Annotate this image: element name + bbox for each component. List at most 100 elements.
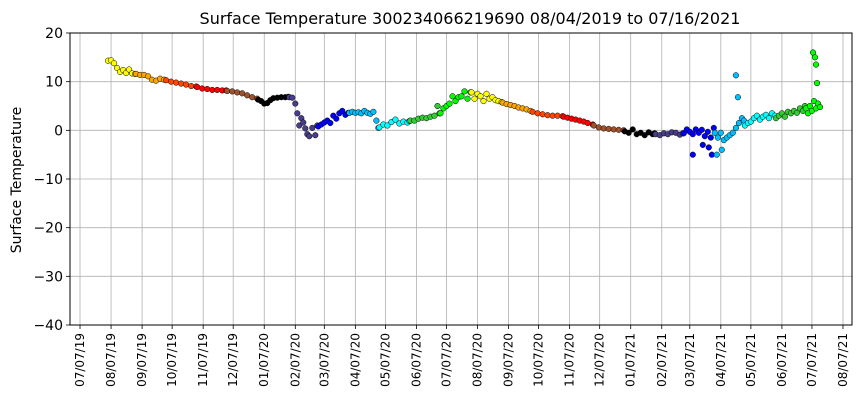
data-point <box>781 113 788 120</box>
data-point <box>289 94 296 101</box>
data-point <box>309 124 316 131</box>
x-tick-label: 01/07/21 <box>624 333 638 387</box>
data-point <box>446 100 453 107</box>
data-point <box>732 72 739 79</box>
data-point <box>713 151 720 158</box>
data-point <box>178 80 185 87</box>
data-point <box>610 126 617 133</box>
data-series <box>104 49 824 158</box>
data-point <box>689 151 696 158</box>
series-group <box>529 108 566 120</box>
x-tick-label: 08/07/19 <box>104 333 118 387</box>
data-point <box>183 81 190 88</box>
data-point <box>735 119 742 127</box>
data-point <box>173 79 180 86</box>
data-point <box>188 82 195 90</box>
series-group <box>163 77 200 90</box>
data-point <box>249 94 256 101</box>
y-tick-label: 10 <box>45 75 63 91</box>
data-point <box>605 125 612 132</box>
data-point <box>214 86 221 93</box>
data-point <box>734 94 741 101</box>
data-point <box>224 87 231 94</box>
data-point <box>584 119 591 127</box>
data-point <box>483 90 490 97</box>
series-group <box>286 94 321 140</box>
data-point <box>717 129 724 136</box>
x-tick-label: 09/07/19 <box>135 333 149 387</box>
data-point <box>306 133 313 140</box>
x-tick-label: 07/07/21 <box>805 333 819 387</box>
x-tick-label: 02/07/20 <box>288 333 302 387</box>
series-group <box>590 122 627 134</box>
x-tick-label: 04/07/21 <box>714 333 728 387</box>
series-group <box>652 129 686 139</box>
data-point <box>477 93 484 100</box>
y-tick-label: 0 <box>54 123 63 139</box>
data-point <box>229 88 236 95</box>
x-tick-label: 07/07/20 <box>439 333 453 387</box>
x-tick-label: 11/07/19 <box>196 333 210 387</box>
data-point <box>595 124 602 131</box>
data-point <box>554 112 561 119</box>
data-point <box>312 132 319 139</box>
data-point <box>539 111 546 118</box>
x-tick-label: 05/07/21 <box>744 333 758 387</box>
data-point <box>437 110 444 117</box>
x-tick-label: 03/07/20 <box>317 333 331 387</box>
x-tick-label: 03/07/21 <box>683 333 697 387</box>
y-axis-label: Surface Temperature <box>9 107 25 253</box>
series-group <box>499 99 534 114</box>
data-point <box>111 60 118 67</box>
data-point <box>811 54 819 61</box>
data-point <box>327 119 334 127</box>
data-point <box>464 95 471 102</box>
data-point <box>629 126 636 133</box>
data-point <box>302 125 309 132</box>
data-point <box>194 83 201 91</box>
data-point <box>699 141 706 148</box>
series-group <box>621 126 658 139</box>
data-point <box>705 144 712 151</box>
x-tick-label: 08/07/20 <box>471 333 485 387</box>
data-point <box>204 85 211 93</box>
data-point <box>300 119 307 126</box>
y-tick-label: 20 <box>45 26 63 42</box>
series-group <box>224 87 261 102</box>
data-point <box>384 122 391 129</box>
data-point <box>449 93 456 100</box>
data-point <box>234 89 241 96</box>
series-group <box>772 102 808 122</box>
x-tick-label: 05/07/20 <box>378 333 392 387</box>
series-group <box>255 93 292 107</box>
data-point <box>707 134 714 141</box>
series-group <box>315 107 352 130</box>
data-point <box>294 110 301 117</box>
data-point <box>434 102 441 110</box>
data-point <box>718 146 725 153</box>
data-point <box>145 73 152 80</box>
series-group <box>346 107 382 131</box>
data-point <box>296 122 303 129</box>
data-point <box>373 117 380 124</box>
data-point <box>689 131 696 138</box>
data-point <box>704 128 711 135</box>
data-point <box>292 100 299 107</box>
data-point <box>392 116 399 123</box>
x-tick-label: 12/07/20 <box>593 333 607 387</box>
y-tick-label: −20 <box>33 221 63 237</box>
data-point <box>812 61 820 68</box>
data-point <box>468 89 475 96</box>
x-tick-label: 07/07/19 <box>73 333 87 387</box>
y-tick-label: −40 <box>33 318 63 334</box>
data-point <box>163 77 170 84</box>
series-group <box>407 102 443 124</box>
x-tick-label: 04/07/20 <box>348 333 362 387</box>
data-point <box>480 98 487 105</box>
data-point <box>333 115 340 122</box>
data-point <box>701 133 708 140</box>
x-tick-label: 08/07/21 <box>836 333 850 387</box>
data-point <box>793 109 800 116</box>
data-point <box>729 129 736 136</box>
